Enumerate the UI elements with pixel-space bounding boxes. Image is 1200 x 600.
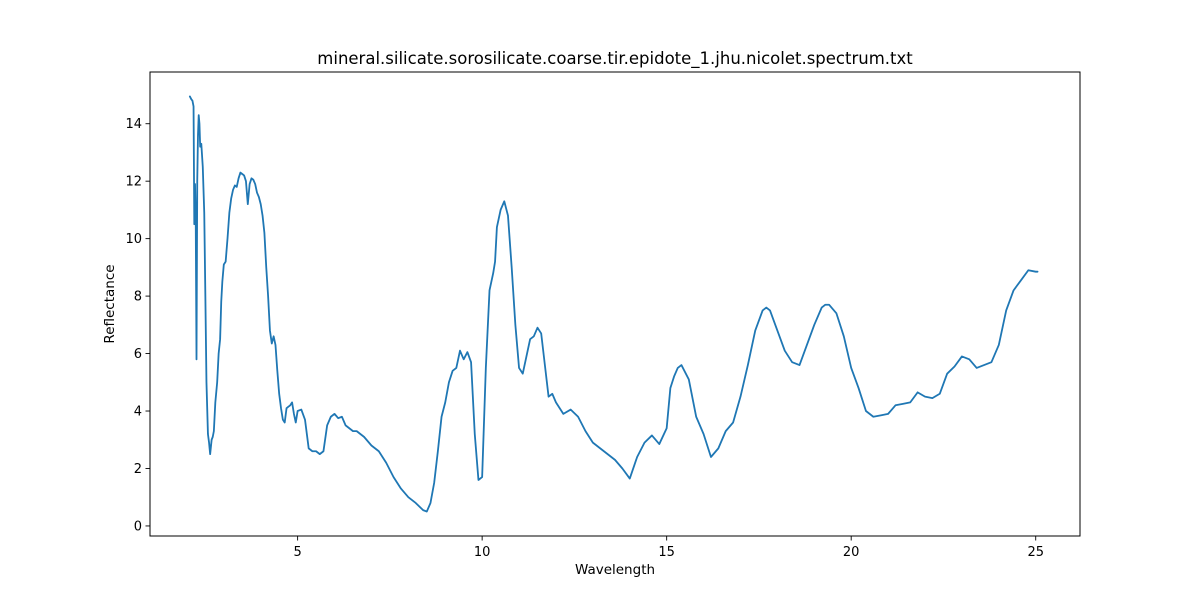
y-tick-label: 8 <box>134 290 142 305</box>
x-tick-label: 20 <box>843 545 860 560</box>
plot-layer <box>188 95 1039 513</box>
x-tick-label: 5 <box>293 545 301 560</box>
spectrum-series-line <box>188 95 1039 513</box>
y-tick-label: 0 <box>134 519 142 534</box>
y-tick-label: 2 <box>134 462 142 477</box>
y-axis-label: Reflectance <box>102 264 118 343</box>
x-axis-label: Wavelength <box>575 562 655 578</box>
plot-area-frame <box>149 71 1081 537</box>
x-tick-label: 25 <box>1027 545 1044 560</box>
y-tick-label: 14 <box>125 117 142 132</box>
chart-title: mineral.silicate.sorosilicate.coarse.tir… <box>317 49 913 69</box>
y-tick-label: 10 <box>125 232 142 247</box>
x-axis-ticks: 5 10 15 20 25 <box>293 536 1044 560</box>
x-tick-label: 10 <box>474 545 491 560</box>
x-tick-label: 15 <box>658 545 675 560</box>
y-tick-label: 6 <box>134 347 142 362</box>
y-tick-label: 12 <box>125 175 142 190</box>
y-tick-label: 4 <box>134 405 142 420</box>
y-axis-ticks: 0 2 4 6 8 10 12 14 <box>125 117 150 534</box>
